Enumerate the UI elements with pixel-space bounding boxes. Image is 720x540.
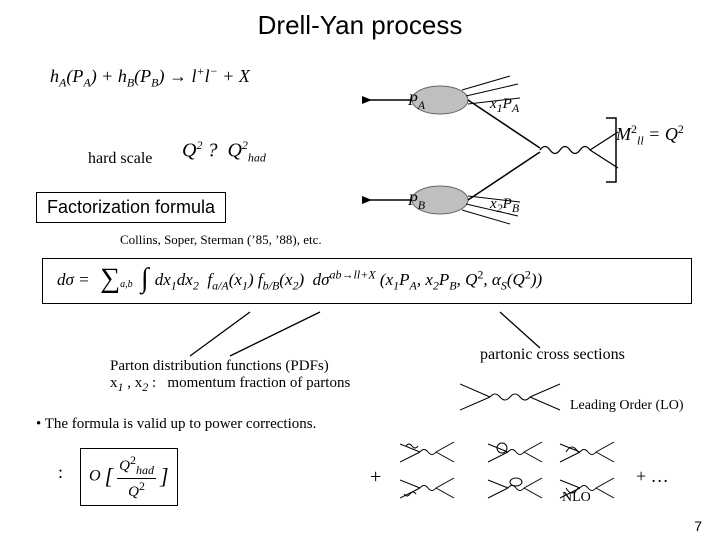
diagram-mll-label: M2ll = Q2 bbox=[616, 122, 684, 149]
cross-section-formula-box: dσ = ∑a,b ∫ dx1dx2 fa/A(x1) fb/B(x2) dσa… bbox=[42, 258, 692, 304]
page-title: Drell-Yan process bbox=[0, 10, 720, 41]
partonic-cs-label: partonic cross sections bbox=[480, 346, 625, 364]
diagram-x2pb-label: x2PB bbox=[490, 196, 519, 216]
annotation-arrows bbox=[0, 306, 720, 376]
hard-scale-label: hard scale bbox=[88, 150, 152, 168]
factorization-box: Factorization formula bbox=[36, 192, 226, 223]
colon-label: : bbox=[58, 462, 63, 483]
plus-separator: + bbox=[370, 466, 381, 489]
power-correction-box: O [ Q2had Q2 ] bbox=[80, 448, 178, 506]
pdf-label: Parton distribution functions (PDFs) x1 … bbox=[110, 358, 350, 395]
nlo-label: NLO bbox=[562, 490, 591, 506]
diagram-x1pa-label: x1PA bbox=[490, 96, 519, 116]
lo-label: Leading Order (LO) bbox=[570, 398, 684, 414]
pdf-label-line1: Parton distribution functions (PDFs) bbox=[110, 358, 350, 375]
reference-text: Collins, Soper, Sterman (’85, ’88), etc. bbox=[120, 232, 322, 248]
diagram-pa-label: PA bbox=[408, 92, 425, 113]
page-number: 7 bbox=[694, 518, 702, 534]
bullet-power-corrections: • The formula is valid up to power corre… bbox=[36, 416, 316, 433]
nlo-diagrams bbox=[400, 440, 630, 510]
lo-diagram bbox=[460, 380, 570, 414]
plus-ellipsis: + … bbox=[636, 466, 669, 487]
reaction-equation: hA(PA) + hB(PB) → l+l− + X bbox=[50, 64, 250, 91]
diagram-pb-label: PB bbox=[408, 192, 425, 213]
hard-scale-options: Q2 ? Q2had bbox=[182, 138, 266, 166]
pdf-label-line2: x1 , x2 : momentum fraction of partons bbox=[110, 375, 350, 395]
